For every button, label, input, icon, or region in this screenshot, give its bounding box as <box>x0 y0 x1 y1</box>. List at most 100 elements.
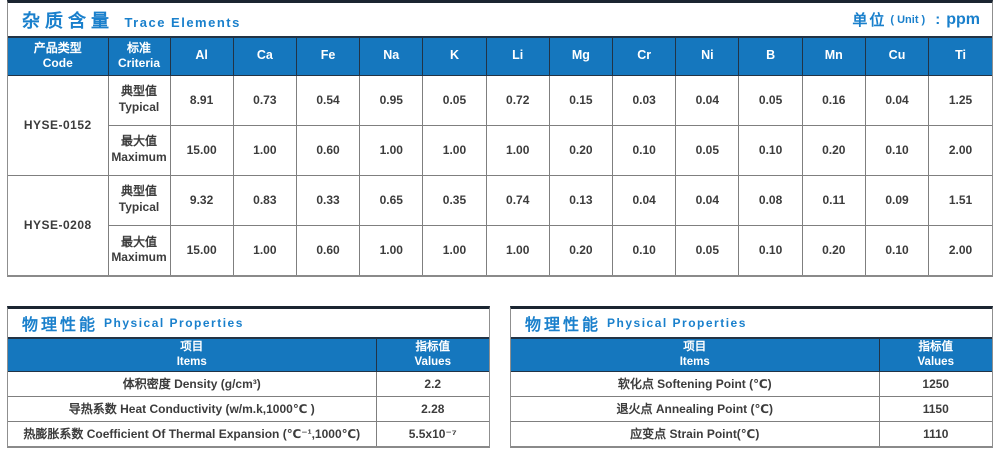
element-value-cell: 1.00 <box>422 224 487 276</box>
element-value-cell: 0.05 <box>675 124 740 176</box>
element-value-cell: 0.72 <box>485 74 550 126</box>
element-value-cell: 1.00 <box>485 224 550 276</box>
criteria-label-en: Maximum <box>111 150 167 164</box>
element-value-cell: 0.10 <box>864 124 930 176</box>
values-header-en: Values <box>414 355 451 368</box>
column-header-element: Na <box>359 37 424 76</box>
element-value-cell: 1.00 <box>485 124 550 176</box>
column-header-element: Mg <box>548 37 614 76</box>
column-header-element: Ti <box>928 37 993 76</box>
values-header-zh: 指标值 <box>415 341 451 354</box>
element-value-cell: 0.09 <box>864 174 930 226</box>
property-row: 软化点 Softening Point (℃) 1250 <box>510 370 993 397</box>
product-code-header-en: Code <box>42 56 73 71</box>
values-header-en: Values <box>917 355 954 368</box>
element-value-cell: 8.91 <box>169 74 234 126</box>
element-value-cell: 15.00 <box>169 224 234 276</box>
criteria-cell: 典型值 Typical <box>107 174 171 226</box>
product-code-cell: HYSE-0152 <box>7 74 109 176</box>
column-header-element: Al <box>169 37 234 76</box>
property-item-cell: 软化点 Softening Point (℃) <box>510 370 880 397</box>
criteria-cell: 典型值 Typical <box>107 74 171 126</box>
element-value-cell: 0.13 <box>548 174 614 226</box>
property-row: 应变点 Strain Point(℃) 1110 <box>510 420 993 447</box>
element-value-cell: 0.33 <box>295 174 361 226</box>
physical-left-title-en: Physical Properties <box>104 316 244 330</box>
unit-value: ppm <box>946 10 980 28</box>
physical-left-header-row: 项目 Items 指标值 Values <box>7 338 490 372</box>
unit-label: 单位 ( Unit ) : ppm <box>852 9 980 30</box>
element-value-cell: 1.00 <box>359 224 424 276</box>
element-value-cell: 0.11 <box>801 174 866 226</box>
element-value-cell: 0.54 <box>295 74 361 126</box>
physical-right-title-en: Physical Properties <box>607 316 747 330</box>
element-value-cell: 0.83 <box>232 174 297 226</box>
element-value-cell: 0.20 <box>548 124 614 176</box>
column-header-element: Ca <box>232 37 297 76</box>
trace-data-row: 最大值 Maximum 15.00 1.00 0.60 1.00 1.00 1.00 0.20 0… <box>8 224 993 276</box>
property-value-cell: 5.5x10⁻⁷ <box>375 420 490 447</box>
criteria-label-zh: 典型值 <box>120 84 157 99</box>
column-header-criteria: 标准 Criteria <box>107 37 171 76</box>
criteria-label-en: Typical <box>118 200 160 214</box>
column-header-element: Ni <box>675 37 740 76</box>
trace-title-zh: 杂质含量 <box>22 10 114 31</box>
trace-data-row: 最大值 Maximum 15.00 1.00 0.60 1.00 1.00 1.00 0.20 0… <box>8 124 993 176</box>
physical-properties-table-left: 项目 Items 指标值 Values 体积密度 Density (g/cm³)… <box>7 338 490 447</box>
trace-elements-panel: 杂质含量 Trace Elements 单位 ( Unit ) : ppm 产品… <box>7 0 993 277</box>
trace-title-en: Trace Elements <box>124 14 241 30</box>
product-code-cell: HYSE-0208 <box>7 174 109 276</box>
property-row: 导热系数 Heat Conductivity (w/m.k,1000℃ ) 2.2… <box>7 395 490 422</box>
physical-properties-panel-right: 物理性能 Physical Properties 项目 Items 指标值 Va… <box>510 306 993 448</box>
physical-right-title-row: 物理性能 Physical Properties <box>511 309 992 339</box>
items-header-en: Items <box>176 355 207 368</box>
physical-left-title-zh: 物理性能 <box>22 317 99 334</box>
physical-properties-panel-left: 物理性能 Physical Properties 项目 Items 指标值 Va… <box>7 306 490 448</box>
column-header-element: Fe <box>295 37 361 76</box>
property-row: 热膨胀系数 Coefficient Of Thermal Expansion (… <box>7 420 490 447</box>
criteria-label-zh: 最大值 <box>120 234 157 249</box>
property-item-cell: 热膨胀系数 Coefficient Of Thermal Expansion (… <box>7 420 377 447</box>
criteria-header-zh: 标准 <box>126 41 151 56</box>
element-value-cell: 0.10 <box>612 224 677 276</box>
element-value-cell: 0.65 <box>359 174 424 226</box>
column-header-element: K <box>422 37 487 76</box>
trace-data-row: HYSE-0208 典型值 Typical 9.32 0.83 0.33 0.65 0.35 0… <box>7 174 993 276</box>
column-header-items: 项目 Items <box>7 338 377 372</box>
physical-left-title-row: 物理性能 Physical Properties <box>8 309 489 339</box>
property-row: 体积密度 Density (g/cm³) 2.2 <box>7 370 490 397</box>
element-value-cell: 0.74 <box>485 174 550 226</box>
property-value-cell: 2.2 <box>375 370 490 397</box>
element-value-cell: 0.16 <box>801 74 866 126</box>
element-value-cell: 0.10 <box>612 124 677 176</box>
element-value-cell: 0.73 <box>232 74 297 126</box>
trace-data-row: HYSE-0152 典型值 Typical 8.91 0.73 0.54 0.95 0.05 0… <box>7 74 993 176</box>
column-header-items: 项目 Items <box>510 338 880 372</box>
column-header-values: 指标值 Values <box>878 338 993 372</box>
element-value-cell: 0.04 <box>864 74 930 126</box>
element-value-cell: 1.00 <box>422 124 487 176</box>
criteria-cell: 最大值 Maximum <box>107 124 171 176</box>
column-header-element: Cu <box>864 37 930 76</box>
values-header-zh: 指标值 <box>918 341 954 354</box>
criteria-label-zh: 典型值 <box>120 184 157 199</box>
element-value-cell: 0.05 <box>738 74 803 126</box>
element-value-cell: 0.60 <box>295 124 361 176</box>
element-value-cell: 0.10 <box>738 124 803 176</box>
element-value-cell: 9.32 <box>169 174 234 226</box>
property-item-cell: 体积密度 Density (g/cm³) <box>7 370 377 397</box>
criteria-cell: 最大值 Maximum <box>107 224 171 276</box>
property-value-cell: 1110 <box>878 420 993 447</box>
element-value-cell: 0.20 <box>801 224 866 276</box>
criteria-label-en: Typical <box>118 100 160 114</box>
element-value-cell: 15.00 <box>169 124 234 176</box>
property-row: 退火点 Annealing Point (℃) 1150 <box>510 395 993 422</box>
element-value-cell: 0.04 <box>675 74 740 126</box>
element-value-cell: 0.05 <box>675 224 740 276</box>
criteria-label-en: Maximum <box>111 250 167 265</box>
criteria-label-zh: 最大值 <box>120 134 157 149</box>
element-value-cell: 0.95 <box>359 74 424 126</box>
element-value-cell: 1.25 <box>928 74 993 126</box>
element-value-cell: 0.03 <box>612 74 677 126</box>
